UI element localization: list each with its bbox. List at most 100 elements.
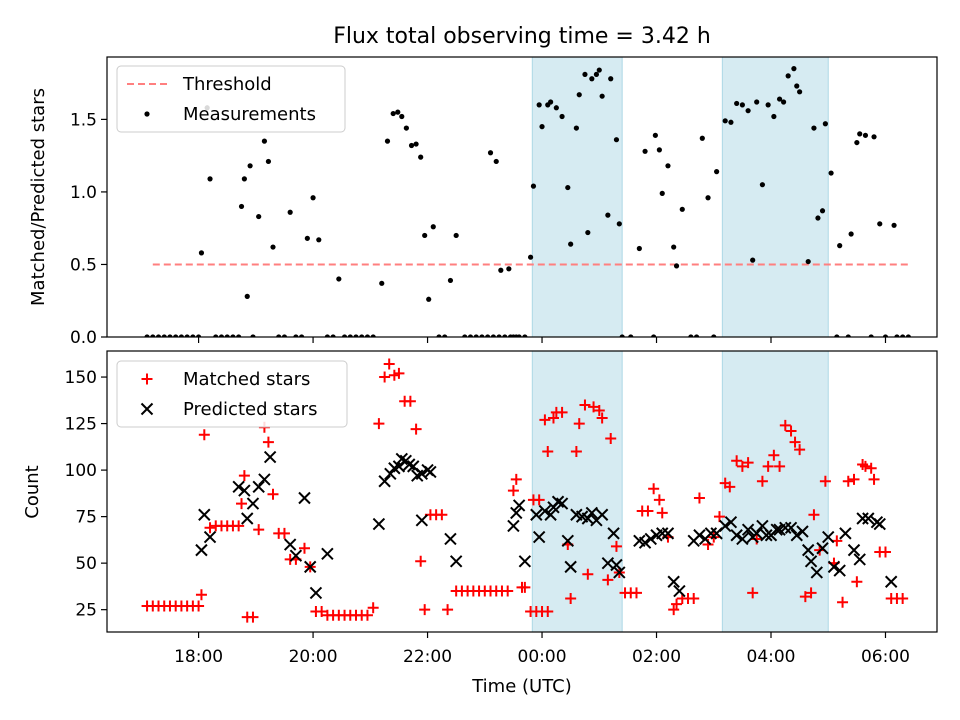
bottom-matched-star-point [630, 587, 642, 599]
top-measurement-point [794, 83, 800, 89]
top-measurement-point [250, 334, 256, 337]
bottom-matched-star-point [542, 445, 554, 457]
bottom-predicted-star-point [564, 560, 577, 574]
bottom-matched-star-point [383, 358, 395, 370]
top-measurement-point [304, 235, 310, 241]
bottom-matched-star-point [799, 591, 811, 603]
bottom-matched-star-point [582, 568, 594, 580]
bottom-y-tick-label: 100 [65, 461, 97, 481]
top-measurement-point [776, 96, 783, 102]
top-measurement-point [854, 139, 860, 146]
bottom-predicted-star-point [203, 530, 217, 544]
top-measurement-point [651, 334, 657, 337]
top-measurement-point [167, 334, 173, 337]
top-measurement-point [665, 163, 671, 169]
top-measurement-point [198, 250, 205, 256]
bottom-predicted-star-point [613, 566, 626, 579]
bottom-predicted-star-point [847, 543, 861, 557]
top-measurement-point [447, 277, 454, 284]
bottom-matched-star-point [507, 485, 519, 497]
top-measurement-point [862, 132, 869, 138]
bottom-matched-star-point [779, 419, 791, 431]
bottom-matched-star-point [897, 593, 909, 605]
top-measurement-point [270, 244, 276, 250]
bottom-predicted-star-point [518, 555, 532, 568]
bottom-predicted-star-point [321, 547, 334, 561]
top-measurement-point [418, 154, 424, 160]
top-y-tick-label: 1.5 [70, 110, 97, 130]
top-measurement-point [871, 134, 877, 140]
bottom-matched-star-point [404, 395, 416, 407]
top-measurement-point [805, 258, 811, 265]
bottom-matched-star-point [593, 405, 605, 417]
bottom-matched-star-point [805, 587, 817, 599]
top-measurement-point [236, 334, 242, 337]
top-measurement-point [765, 102, 771, 108]
top-measurement-point [487, 150, 494, 156]
top-measurement-point [616, 221, 622, 227]
top-measurement-point [656, 147, 662, 153]
bottom-matched-star-point [605, 432, 617, 444]
bottom-predicted-star-point [884, 575, 898, 588]
top-measurement-point [619, 334, 625, 337]
bottom-y-tick-label: 50 [75, 554, 97, 574]
bottom-plot-area [141, 358, 909, 623]
bottom-predicted-star-point [507, 519, 520, 533]
bottom-matched-star-point [233, 520, 245, 532]
bottom-predicted-star-point [510, 506, 523, 520]
top-measurement-point [426, 296, 432, 302]
top-measurement-point [473, 334, 479, 337]
bottom-matched-star-point [436, 509, 448, 521]
bottom-predicted-star-point [784, 521, 798, 534]
top-measurement-point [527, 254, 534, 260]
bottom-matched-star-point [713, 511, 725, 523]
top-measurement-point [244, 293, 250, 299]
bottom-predicted-star-point [424, 465, 437, 479]
bottom-matched-star-point [693, 492, 705, 504]
bottom-matched-star-point [588, 401, 600, 413]
bottom-predicted-star-point [724, 515, 738, 529]
top-measurement-point [390, 110, 396, 117]
bottom-predicted-star-point [736, 532, 749, 546]
x-axis-label: Time (UTC) [471, 676, 572, 697]
top-measurement-point [780, 99, 787, 105]
chart-title: Flux total observing time = 3.42 h [333, 24, 711, 49]
top-measurement-point [791, 66, 797, 72]
legend-entry-label: Matched stars [183, 369, 310, 390]
bottom-predicted-star-point [378, 475, 391, 488]
x-tick-label: 04:00 [747, 647, 796, 667]
bottom-matched-star-point [419, 604, 431, 616]
x-tick-label: 18:00 [174, 647, 223, 667]
bottom-matched-star-point [610, 540, 622, 552]
top-measurement-point [353, 334, 359, 337]
top-measurement-point [739, 102, 745, 108]
top-measurement-point [539, 124, 545, 130]
top-measurement-point [785, 73, 791, 79]
top-measurement-point [498, 267, 504, 273]
bottom-predicted-star-point [810, 566, 824, 579]
bottom-predicted-star-point [610, 558, 623, 572]
top-measurement-point [161, 334, 167, 337]
bottom-shaded-interval-0 [531, 350, 623, 633]
top-measurement-point [811, 125, 817, 131]
top-measurement-point [316, 237, 322, 243]
top-measurement-point [413, 141, 419, 147]
bottom-predicted-star-point [530, 508, 543, 521]
top-shaded-interval-1 [721, 56, 829, 338]
legend-entry-label: Threshold [182, 74, 272, 95]
bottom-predicted-star-point [750, 527, 763, 540]
bottom-matched-star-point [262, 436, 274, 448]
top-measurement-point [265, 158, 272, 165]
legend-entry-label: Predicted stars [183, 399, 317, 420]
top-measurement-point [341, 334, 348, 337]
bottom-matched-star-point [573, 418, 585, 430]
bottom-matched-star-point [253, 524, 265, 536]
bottom-predicted-star-point [241, 512, 254, 525]
bottom-matched-star-point [410, 423, 422, 435]
bottom-predicted-star-point [595, 508, 609, 521]
bottom-predicted-star-point [232, 480, 245, 494]
bottom-matched-star-point [278, 527, 290, 539]
bottom-matched-star-point [267, 488, 279, 500]
top-measurement-point [224, 334, 230, 337]
